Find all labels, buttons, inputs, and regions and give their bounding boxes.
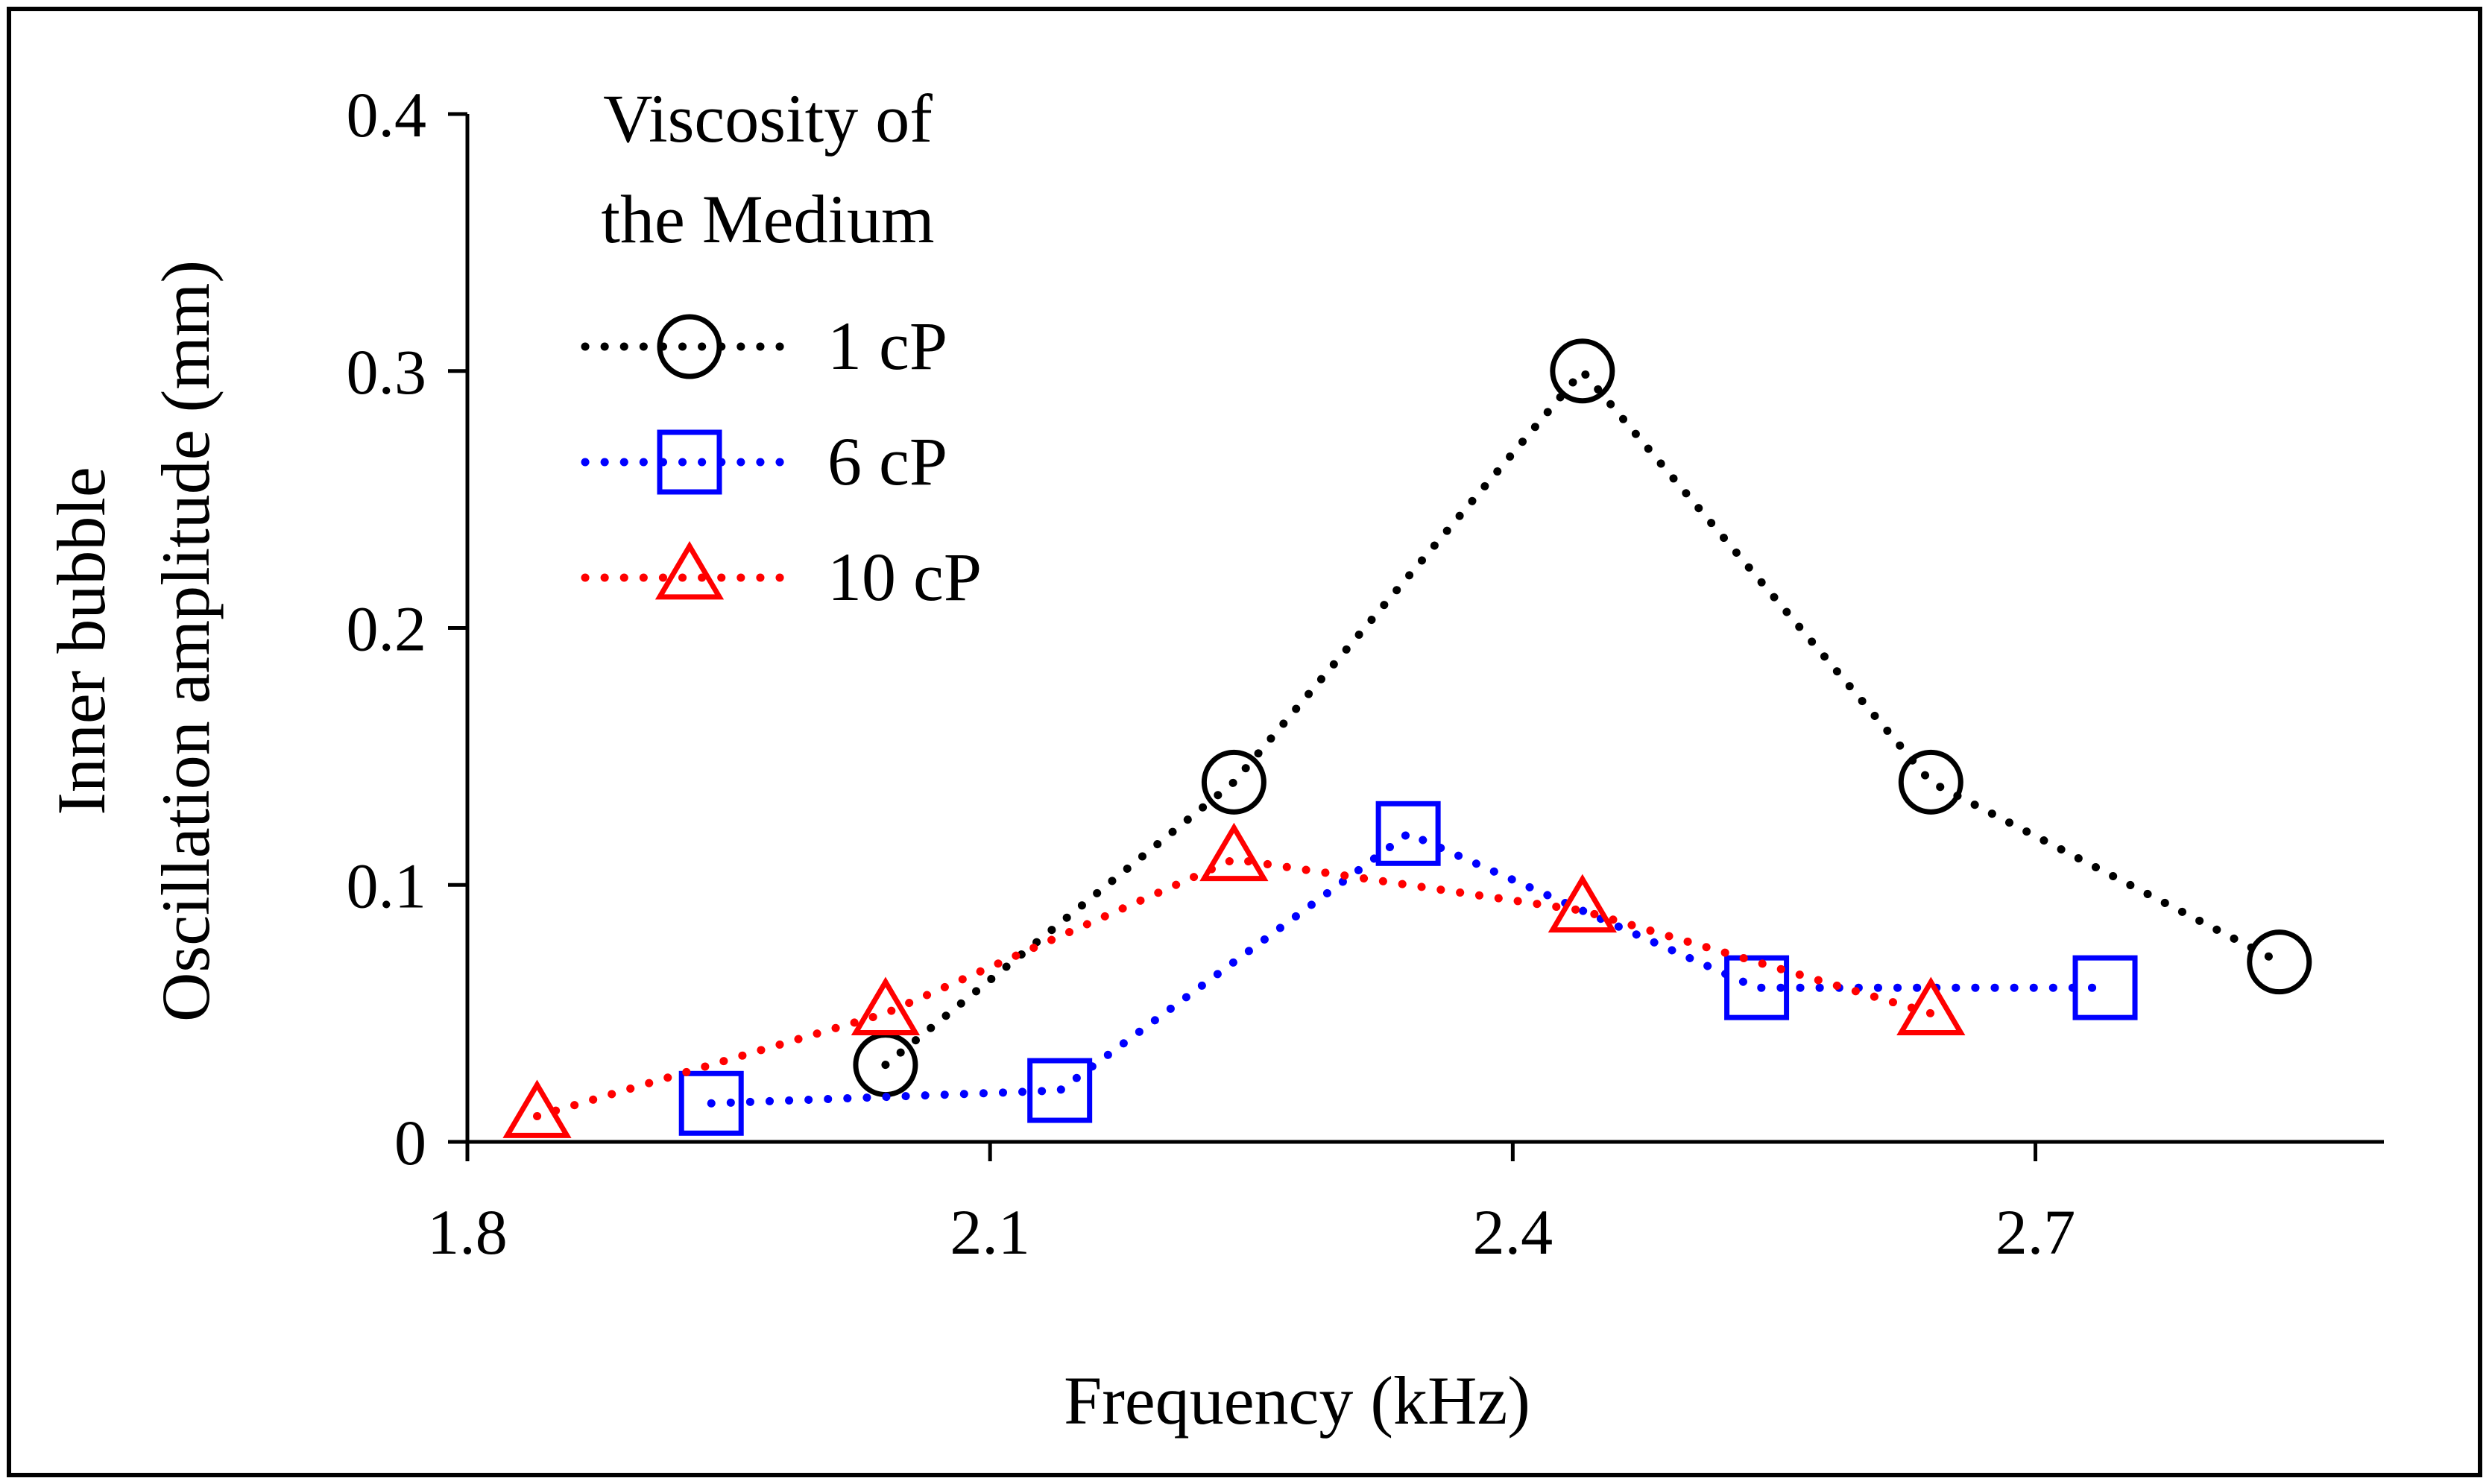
legend-label: 1 cP xyxy=(827,308,947,384)
legend-title: Viscosity of xyxy=(603,80,933,157)
x-axis-label: Frequency (kHz) xyxy=(1064,1363,1530,1439)
legend: Viscosity of the Medium 1 cP 6 cP 10 cP xyxy=(581,80,982,615)
legend-marker xyxy=(657,314,722,379)
series-6-cp xyxy=(678,801,2138,1136)
legend-item: 10 cP xyxy=(581,539,982,615)
data-point xyxy=(1548,874,1617,933)
data-point xyxy=(1201,749,1266,815)
data-point xyxy=(2247,929,2312,995)
y-tick-label: 0.1 xyxy=(347,850,427,921)
data-point xyxy=(1896,976,1966,1035)
legend-marker xyxy=(657,429,722,495)
legend-label: 6 cP xyxy=(827,423,947,499)
x-tick-label: 1.8 xyxy=(427,1196,508,1268)
y-tick-label: 0 xyxy=(394,1107,426,1178)
series-line xyxy=(881,364,2284,1070)
legend-title: the Medium xyxy=(601,181,934,257)
legend-item: 1 cP xyxy=(581,308,947,384)
legend-item: 6 cP xyxy=(581,423,947,499)
x-tick-label: 2.4 xyxy=(1473,1196,1553,1268)
legend-label: 10 cP xyxy=(827,539,982,615)
series-line xyxy=(707,828,2110,1108)
data-point xyxy=(1898,749,1963,815)
data-point xyxy=(502,1079,572,1138)
data-point xyxy=(1199,822,1269,882)
x-tick-label: 2.1 xyxy=(950,1196,1030,1268)
y-tick-label: 0.2 xyxy=(347,593,427,665)
data-point xyxy=(1724,955,1790,1020)
axes: 1.8 2.1 2.4 2.7 0 0.1 0.2 0.3 0.4 xyxy=(347,79,2384,1268)
data-point xyxy=(1027,1058,1093,1123)
series-10-cp xyxy=(502,822,1966,1138)
y-axis-label: Oscillation amplitude (mm) xyxy=(148,260,224,1022)
x-tick-label: 2.7 xyxy=(1996,1196,2076,1268)
data-point xyxy=(678,1070,744,1136)
y-tick-label: 0.3 xyxy=(347,336,427,408)
data-point xyxy=(2072,955,2138,1020)
legend-marker xyxy=(654,540,725,600)
chart-border xyxy=(7,7,2482,1477)
axis-labels: Frequency (kHz) Inner bubble Oscillation a… xyxy=(43,260,1530,1439)
series-layer xyxy=(502,338,2312,1138)
data-point xyxy=(1375,801,1441,866)
data-point xyxy=(851,976,921,1035)
y-axis-label: Inner bubble xyxy=(43,467,119,815)
y-tick-label: 0.4 xyxy=(347,79,427,151)
data-point xyxy=(1550,338,1615,404)
